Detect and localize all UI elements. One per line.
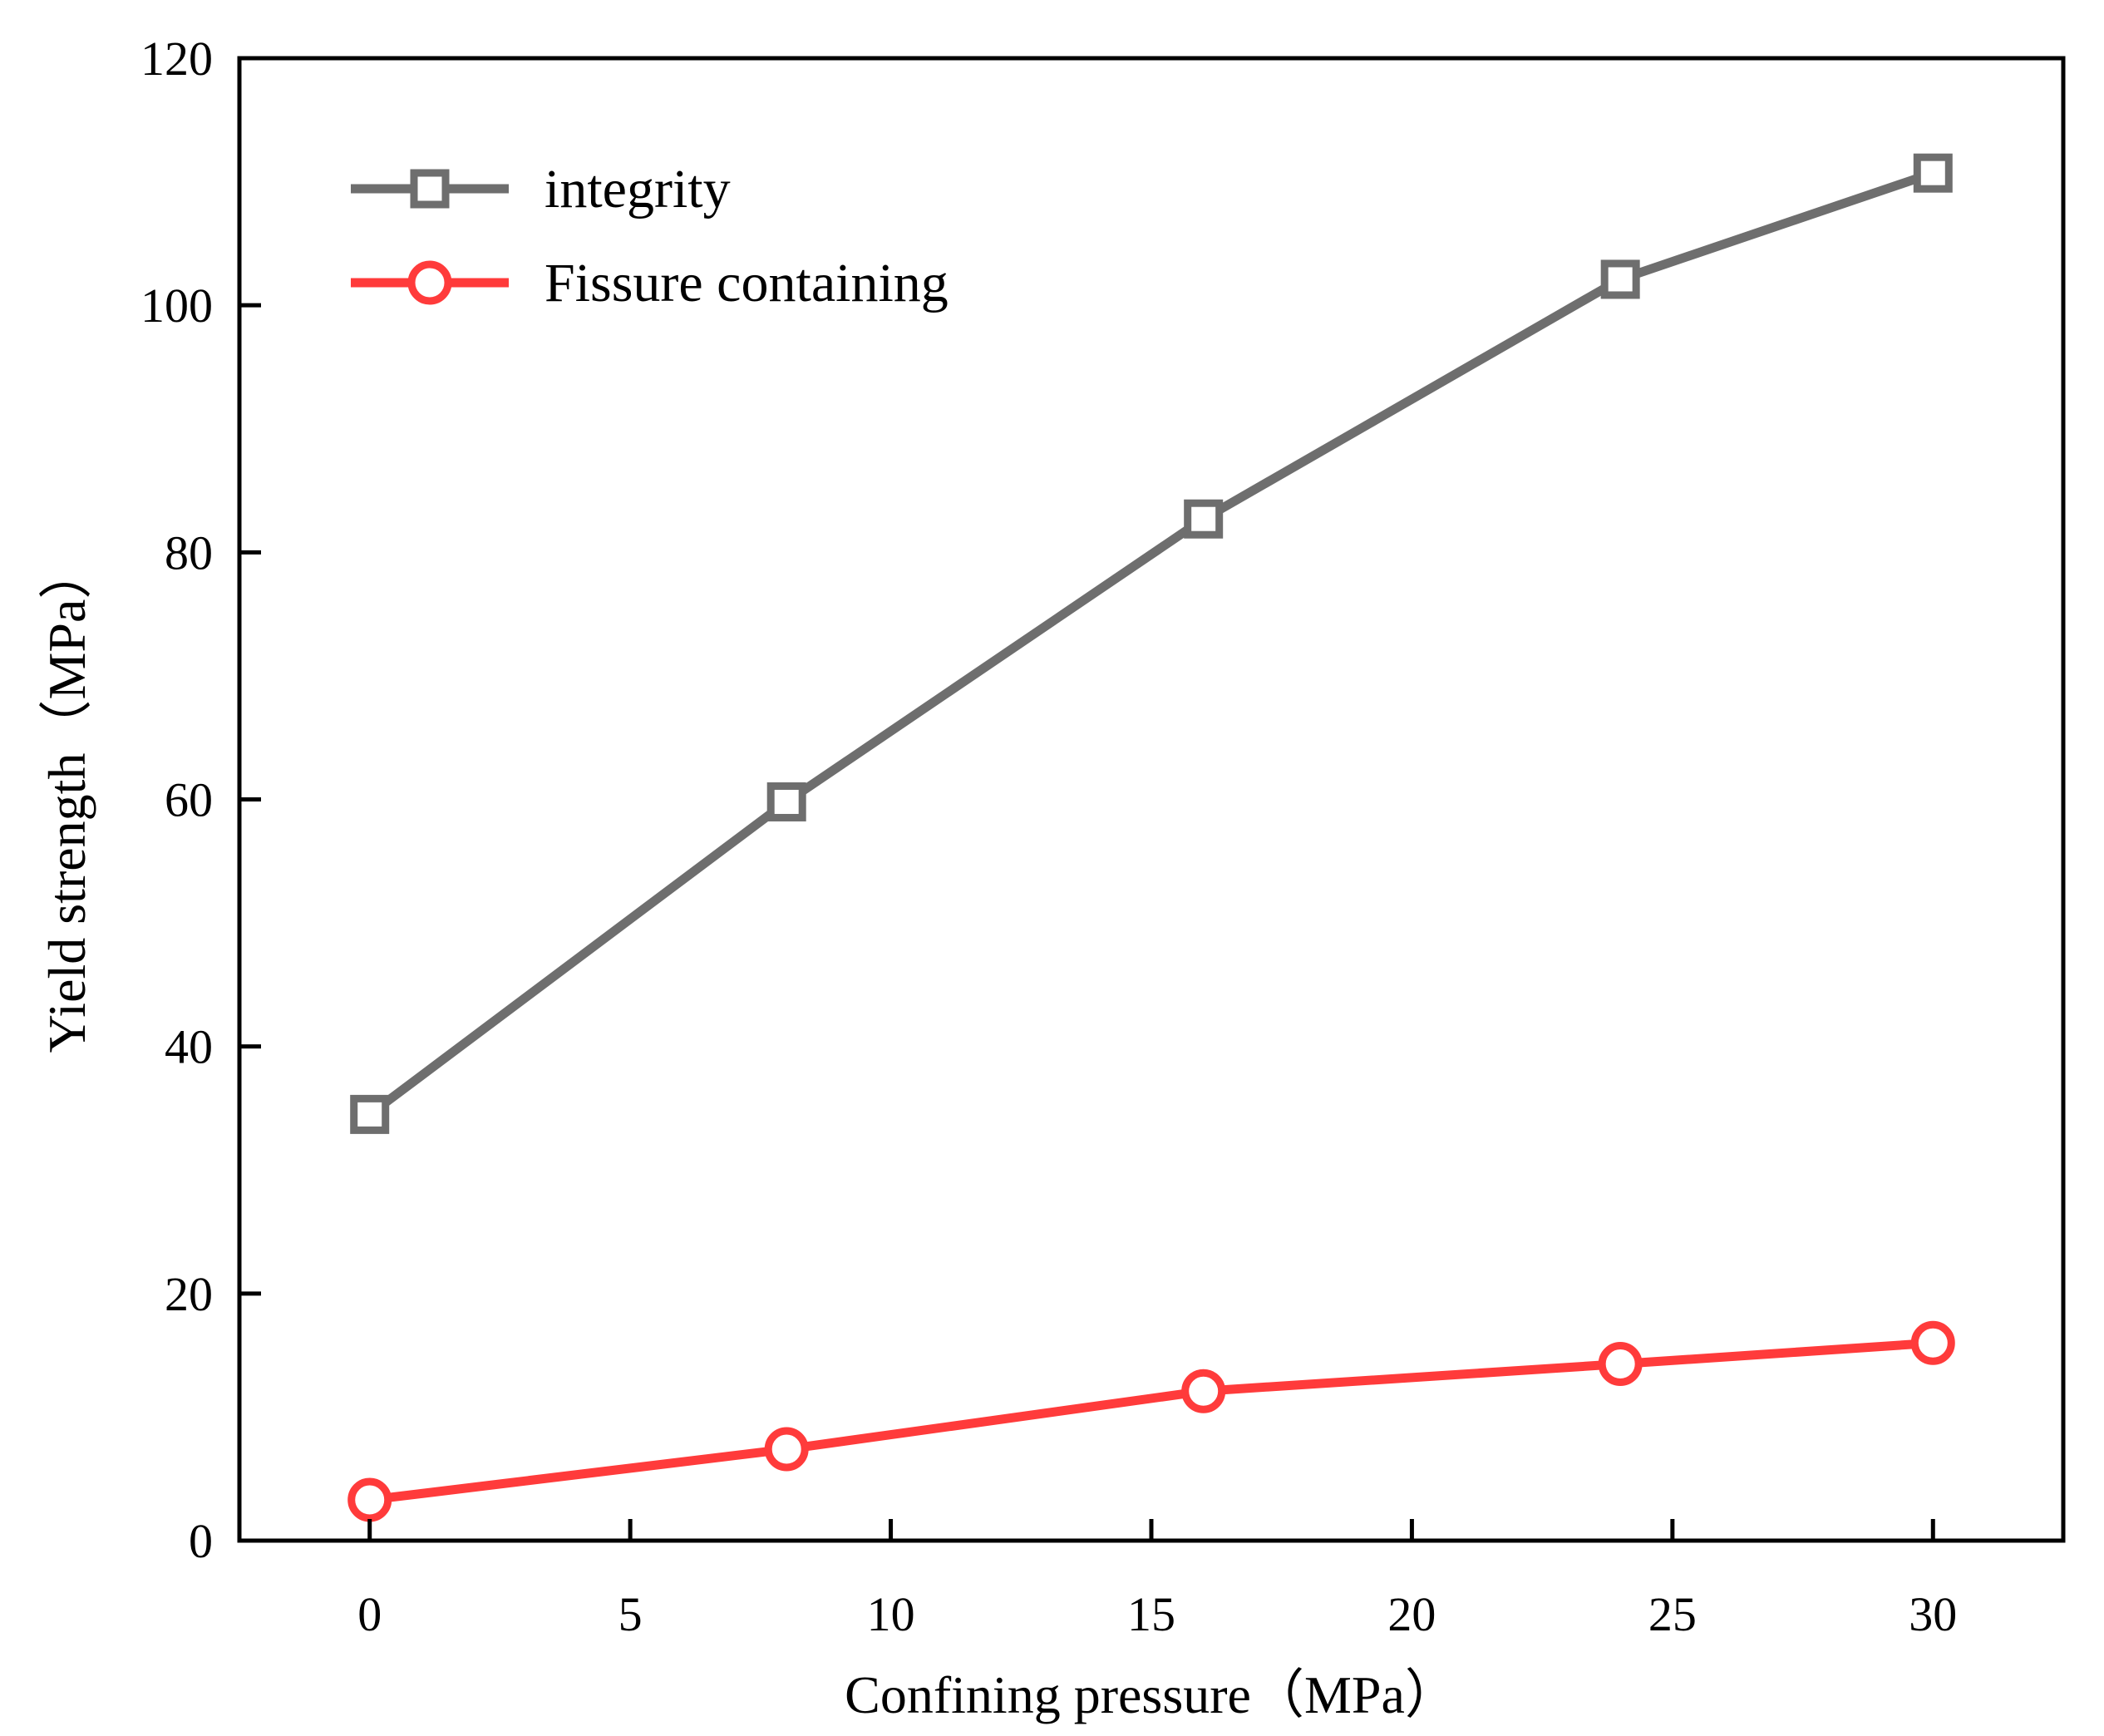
- x-tick-label: 5: [618, 1587, 643, 1641]
- circle-marker: [764, 1427, 809, 1472]
- legend-label: Fissure containing: [544, 253, 949, 313]
- plot-layer: [347, 153, 1955, 1522]
- y-tick-label: 60: [165, 773, 213, 827]
- y-tick-label: 100: [140, 279, 213, 333]
- x-tick-label: 30: [1909, 1587, 1957, 1641]
- legend-circle-marker: [407, 260, 452, 305]
- x-tick-label: 10: [867, 1587, 915, 1641]
- square-marker: [350, 1094, 390, 1134]
- square-marker: [1913, 153, 1953, 193]
- y-tick-label: 40: [165, 1020, 213, 1074]
- y-tick-label: 120: [140, 32, 213, 86]
- legend-square-marker: [410, 169, 450, 209]
- circle-marker: [1910, 1320, 1955, 1365]
- circle-marker: [347, 1477, 392, 1522]
- y-tick-label: 20: [165, 1267, 213, 1321]
- x-tick-label: 15: [1127, 1587, 1175, 1641]
- x-tick-label: 0: [357, 1587, 382, 1641]
- y-tick-label: 0: [189, 1514, 213, 1568]
- square-marker: [1184, 499, 1224, 539]
- x-tick-label: 25: [1648, 1587, 1697, 1641]
- y-tick-label: 80: [165, 525, 213, 579]
- series-2: [347, 1320, 1955, 1522]
- legend-label: integrity: [544, 159, 731, 219]
- legend-entry: integrity: [351, 159, 731, 219]
- circle-marker: [1181, 1369, 1226, 1413]
- square-marker: [1600, 259, 1640, 299]
- series-1: [350, 153, 1953, 1134]
- x-axis-label: Confining pressure（MPa）: [845, 1665, 1458, 1724]
- square-marker: [766, 782, 806, 821]
- y-axis-label: Yield strength（MPa）: [37, 546, 96, 1053]
- legend-entry: Fissure containing: [351, 253, 949, 313]
- legend: integrity Fissure containing: [351, 159, 949, 313]
- circle-marker: [1598, 1342, 1643, 1387]
- ticks-layer: 0 5 10 15 20 25 30 0 20 40 60 80 100 120: [140, 32, 1957, 1641]
- x-tick-label: 20: [1387, 1587, 1436, 1641]
